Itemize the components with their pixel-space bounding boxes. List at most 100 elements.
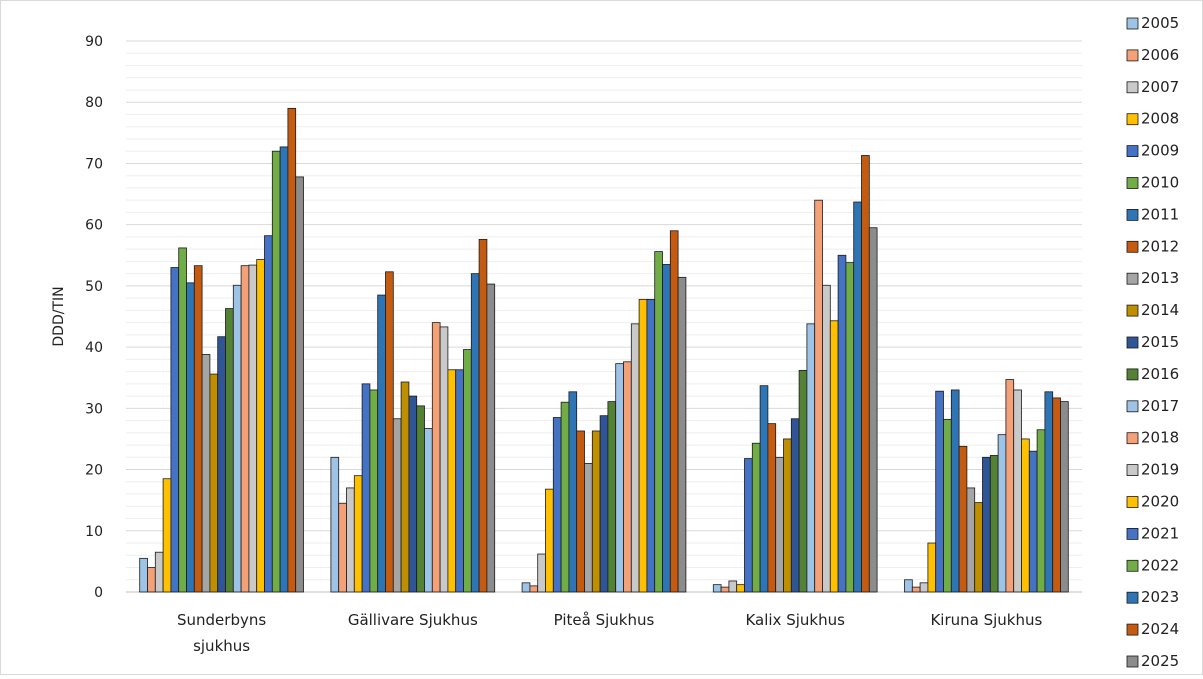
bar-2021-4 bbox=[1028, 450, 1038, 593]
bar-2013-1 bbox=[392, 418, 402, 593]
bar-2007-2 bbox=[537, 553, 546, 593]
bar-2011-2 bbox=[568, 391, 578, 593]
bar-2015-0 bbox=[217, 336, 226, 593]
legend-swatch bbox=[1126, 49, 1139, 62]
bar-2015-1 bbox=[408, 395, 418, 593]
legend-label: 2018 bbox=[1141, 429, 1179, 447]
bar-2013-4 bbox=[966, 487, 976, 593]
bar-2012-4 bbox=[958, 445, 968, 593]
legend-label: 2005 bbox=[1141, 14, 1179, 32]
bar-2018-4 bbox=[1005, 379, 1015, 593]
bar-2005-4 bbox=[904, 579, 913, 593]
bar-2009-2 bbox=[552, 417, 562, 593]
y-tick-label: 0 bbox=[94, 585, 103, 601]
legend-swatch bbox=[1126, 528, 1139, 540]
bar-2025-0 bbox=[295, 176, 304, 593]
legend-label: 2017 bbox=[1141, 397, 1179, 415]
bar-2018-1 bbox=[431, 322, 441, 593]
bar-2010-3 bbox=[751, 442, 761, 593]
legend-swatch bbox=[1126, 368, 1139, 381]
bar-2008-1 bbox=[353, 475, 363, 593]
bar-2020-3 bbox=[829, 320, 839, 593]
bar-2020-4 bbox=[1021, 438, 1030, 593]
bar-2024-4 bbox=[1052, 397, 1061, 593]
category-label: Kiruna Sjukhus bbox=[930, 611, 1042, 629]
bar-2015-3 bbox=[790, 418, 800, 593]
bar-2013-2 bbox=[584, 463, 593, 593]
legend-label: 2021 bbox=[1141, 524, 1179, 542]
bar-2005-2 bbox=[521, 582, 531, 593]
bar-2005-0 bbox=[139, 557, 148, 593]
bar-2006-0 bbox=[147, 567, 156, 593]
bar-2008-0 bbox=[162, 478, 172, 593]
bar-2012-2 bbox=[576, 430, 585, 593]
legend-swatch bbox=[1126, 591, 1139, 604]
legend-swatch bbox=[1126, 559, 1139, 572]
bar-2014-3 bbox=[783, 438, 792, 593]
category-label: Piteå Sjukhus bbox=[554, 611, 655, 629]
bar-2021-0 bbox=[264, 235, 273, 593]
bar-2022-2 bbox=[654, 251, 663, 593]
bar-2008-2 bbox=[545, 488, 554, 593]
legend-label: 2020 bbox=[1141, 493, 1179, 511]
bar-2010-4 bbox=[943, 418, 952, 593]
legend-label: 2022 bbox=[1141, 556, 1179, 574]
bar-2006-4 bbox=[911, 586, 921, 593]
bar-2009-0 bbox=[170, 267, 180, 593]
y-tick-label: 90 bbox=[85, 34, 103, 50]
legend-label: 2006 bbox=[1141, 46, 1179, 64]
category-label: Gällivare Sjukhus bbox=[348, 611, 478, 629]
bar-2014-1 bbox=[400, 381, 410, 593]
bar-2021-3 bbox=[837, 254, 847, 593]
bar-2023-2 bbox=[662, 264, 671, 593]
bar-2024-1 bbox=[478, 238, 488, 593]
y-tick-label: 10 bbox=[85, 524, 103, 540]
bar-2011-4 bbox=[950, 389, 960, 593]
x-axis: Sunderbyns sjukhus Gällivare Sjukhus Piteå … bbox=[177, 611, 1043, 655]
bar-2010-1 bbox=[369, 389, 379, 593]
legend-label: 2010 bbox=[1141, 174, 1179, 192]
y-tick-label: 50 bbox=[85, 279, 103, 295]
bar-2010-2 bbox=[560, 401, 570, 593]
bar-2014-2 bbox=[591, 430, 601, 593]
bar-2018-0 bbox=[240, 265, 250, 593]
bar-2019-1 bbox=[439, 326, 449, 593]
bar-2022-1 bbox=[463, 349, 472, 593]
bar-2017-2 bbox=[615, 363, 624, 593]
bar-2009-1 bbox=[361, 383, 371, 593]
legend-swatch bbox=[1126, 145, 1139, 158]
bar-2014-0 bbox=[209, 373, 219, 593]
legend: 2005 2006 2007 2008 2009 2010 2011 2012 2013 2014… bbox=[1126, 14, 1179, 670]
legend-swatch bbox=[1126, 17, 1139, 30]
bar-2006-3 bbox=[720, 586, 730, 593]
y-tick-label: 40 bbox=[85, 340, 103, 356]
bar-2023-4 bbox=[1044, 391, 1054, 593]
bar-2021-1 bbox=[455, 369, 464, 593]
category-label: sjukhus bbox=[193, 637, 250, 655]
bar-2024-3 bbox=[861, 155, 870, 593]
legend-label: 2023 bbox=[1141, 588, 1179, 606]
legend-label: 2012 bbox=[1141, 237, 1179, 255]
bar-2012-0 bbox=[193, 265, 203, 593]
legend-label: 2014 bbox=[1141, 301, 1179, 319]
bar-2009-4 bbox=[935, 390, 944, 593]
bar-2017-4 bbox=[997, 434, 1007, 593]
bars bbox=[139, 107, 1069, 593]
bar-2016-2 bbox=[607, 401, 617, 593]
bar-2016-0 bbox=[225, 308, 234, 593]
legend-swatch bbox=[1126, 464, 1139, 477]
legend-label: 2008 bbox=[1141, 110, 1179, 128]
legend-label: 2019 bbox=[1141, 461, 1179, 479]
bar-2019-3 bbox=[822, 284, 831, 593]
bar-2022-4 bbox=[1036, 429, 1046, 593]
bar-2013-3 bbox=[775, 456, 784, 593]
legend-swatch bbox=[1126, 177, 1139, 189]
bar-2013-0 bbox=[201, 354, 211, 593]
bar-2018-2 bbox=[623, 361, 632, 593]
legend-swatch bbox=[1126, 240, 1139, 253]
y-tick-label: 80 bbox=[85, 95, 103, 111]
legend-swatch bbox=[1126, 496, 1139, 508]
legend-swatch bbox=[1126, 623, 1139, 636]
